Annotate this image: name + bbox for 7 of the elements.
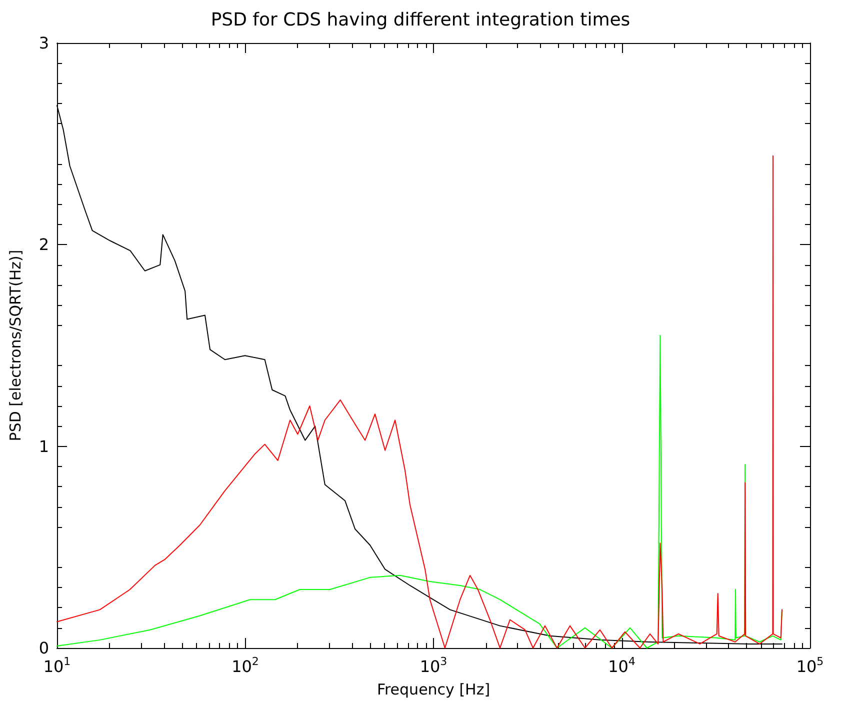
y-tick-label: 2 xyxy=(38,235,49,254)
y-axis-title: PSD [electrons/SQRT(Hz)] xyxy=(6,250,24,442)
y-tick-label: 0 xyxy=(38,638,49,658)
y-tick-label: 1 xyxy=(38,436,49,456)
chart-title: PSD for CDS having different integration times xyxy=(210,10,630,30)
x-axis-title: Frequency [Hz] xyxy=(376,680,490,698)
y-tick-label: 3 xyxy=(38,34,49,52)
